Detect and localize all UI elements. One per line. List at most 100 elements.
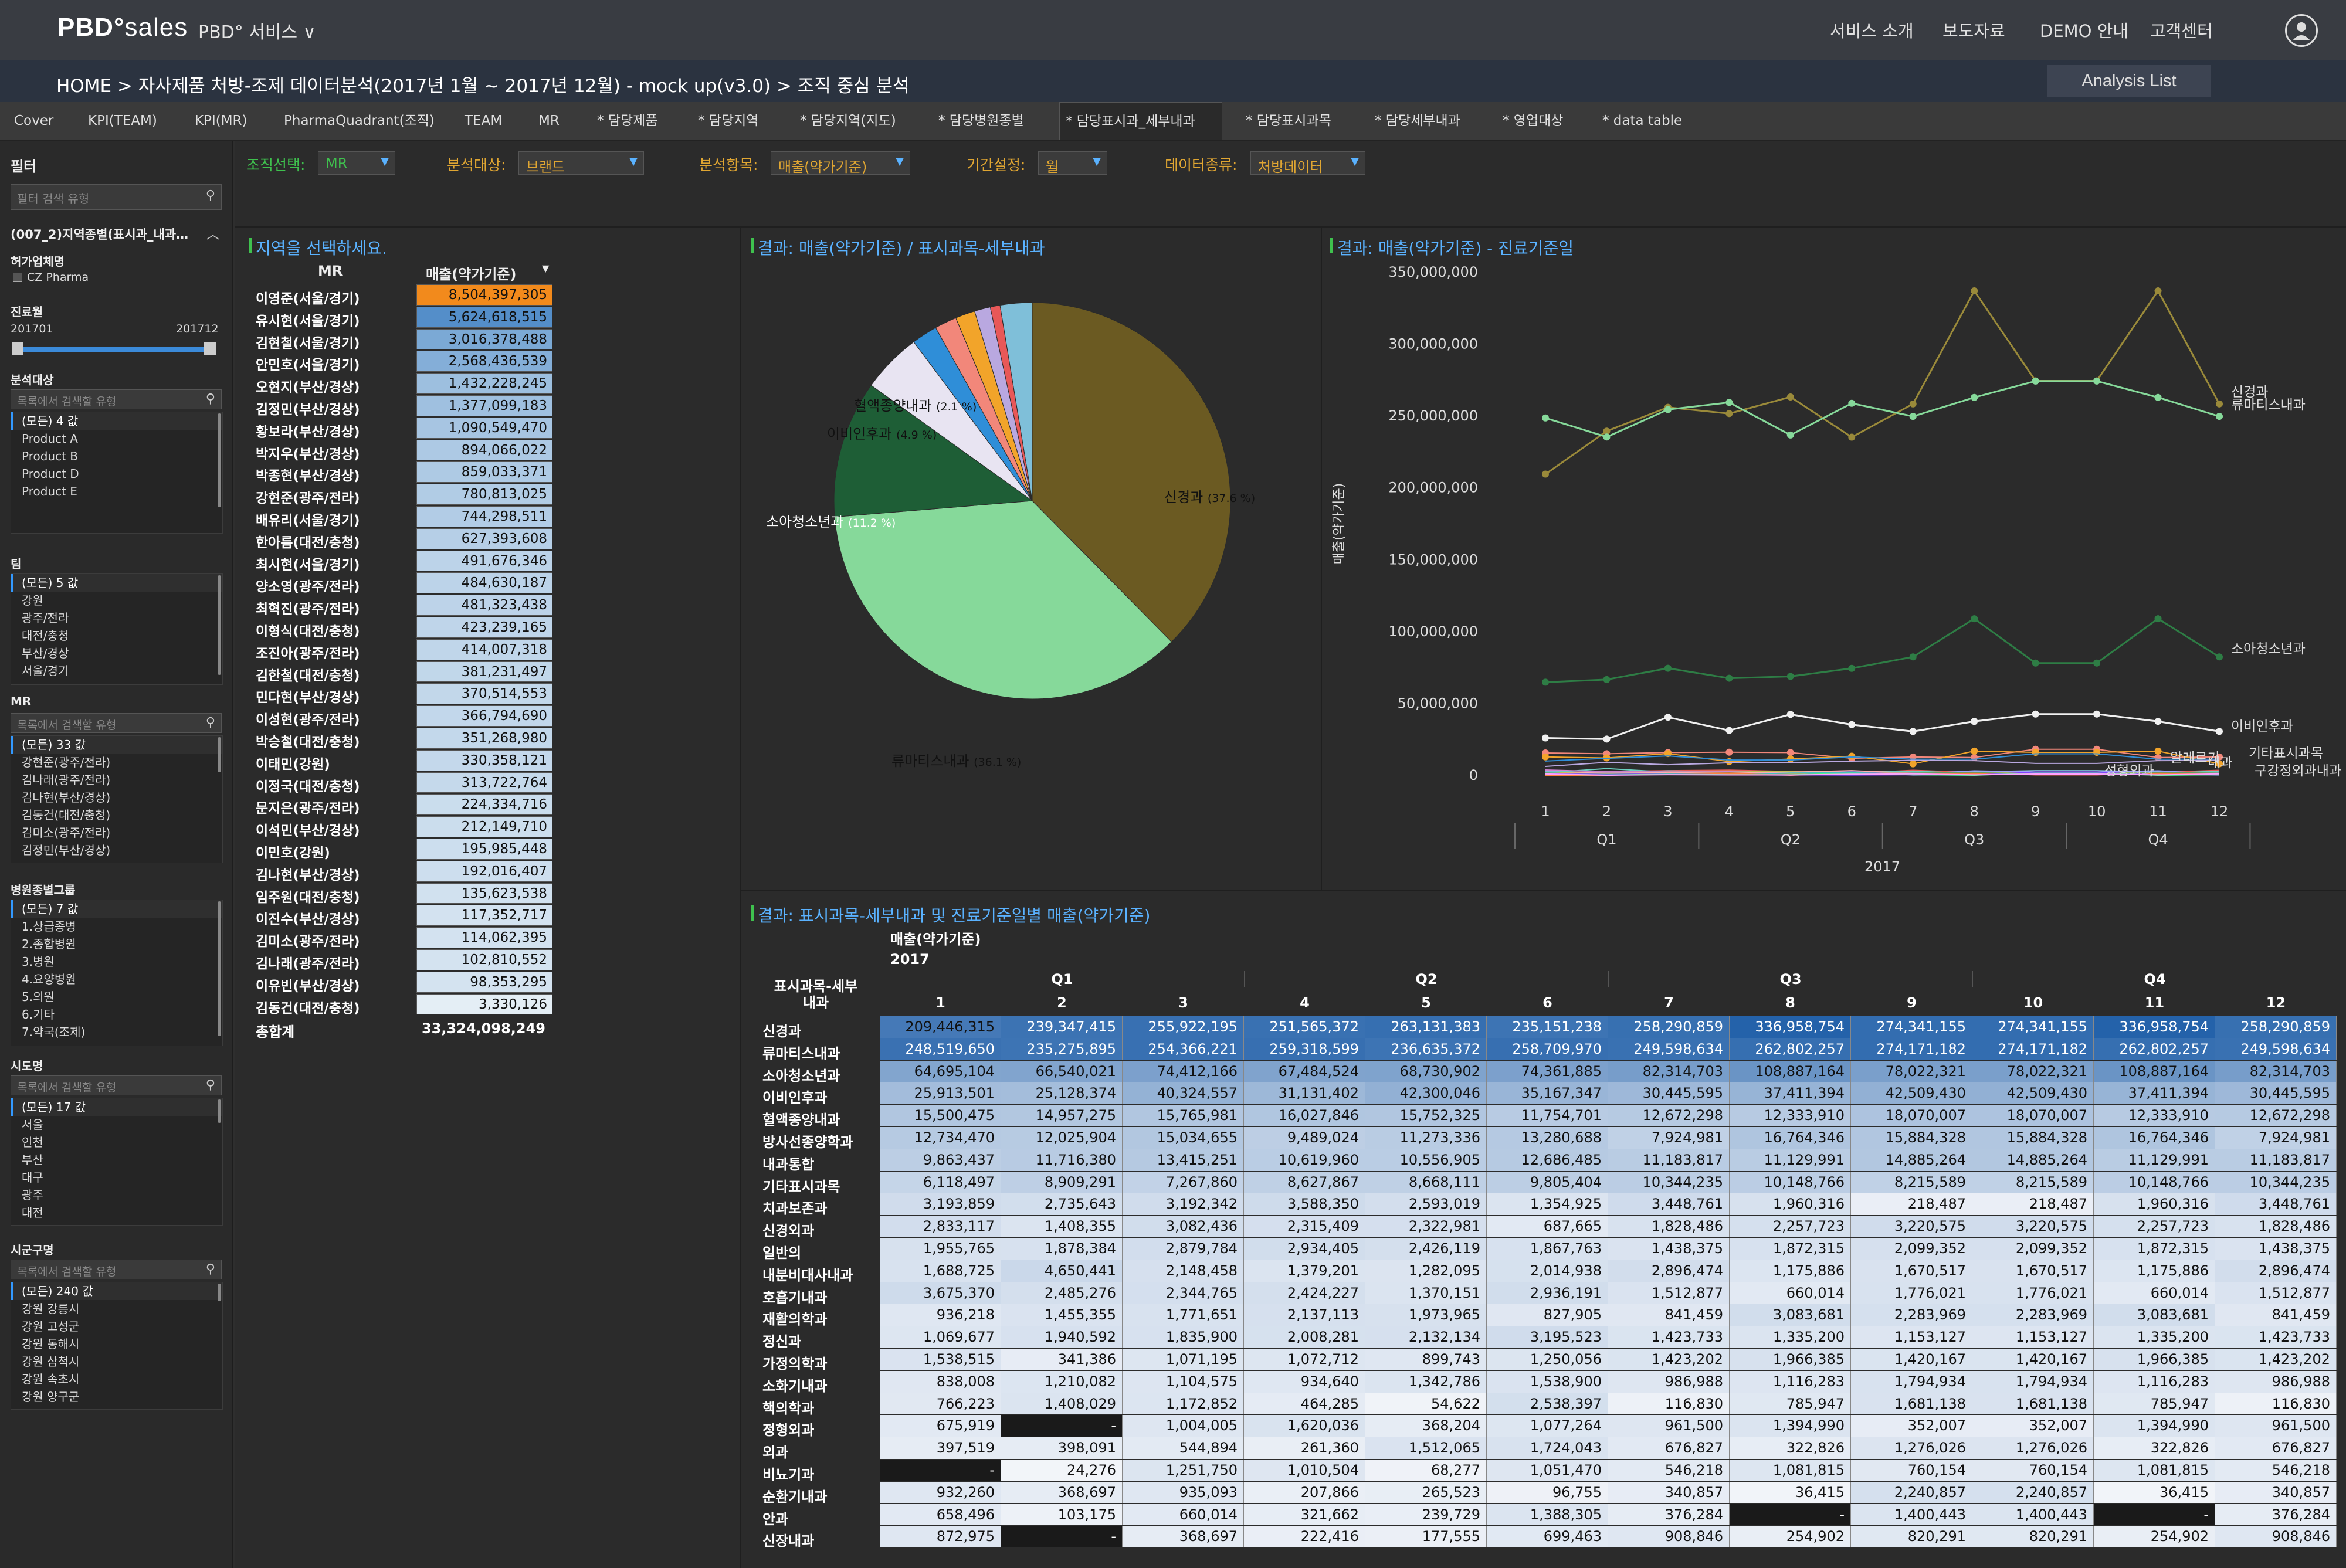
table-cell[interactable]: 1,408,029 bbox=[1001, 1393, 1123, 1415]
table-cell[interactable]: 8,668,111 bbox=[1365, 1171, 1487, 1193]
table-cell[interactable]: 7,924,981 bbox=[2215, 1127, 2337, 1149]
data-point[interactable] bbox=[2032, 749, 2039, 756]
table-cell[interactable]: 687,665 bbox=[1487, 1216, 1608, 1237]
table-cell[interactable]: 368,204 bbox=[1365, 1415, 1487, 1437]
pie-slice[interactable] bbox=[1032, 302, 1231, 643]
mr-name[interactable]: 김나래(광주/전라) bbox=[256, 956, 360, 972]
table-cell[interactable]: 3,083,681 bbox=[1730, 1304, 1851, 1326]
table-cell[interactable]: 2,099,352 bbox=[1851, 1238, 1972, 1260]
mr-table-row[interactable]: 유시현(서울/경기) 5,624,618,515 bbox=[248, 306, 552, 329]
mr-name[interactable]: 조진아(광주/전라) bbox=[256, 646, 360, 661]
table-cell[interactable]: 1,250,056 bbox=[1487, 1349, 1608, 1370]
table-cell[interactable]: 908,846 bbox=[1608, 1526, 1730, 1548]
table-row-label[interactable]: 핵의학과 bbox=[762, 1400, 815, 1417]
search-icon[interactable]: ⚲ bbox=[205, 1078, 215, 1092]
mr-table-row[interactable]: 양소영(광주/전라) 484,630,187 bbox=[248, 572, 552, 595]
mr-table-row[interactable]: 이진수(부산/경상) 117,352,717 bbox=[248, 904, 552, 927]
mr-name[interactable]: 최시현(서울/경기) bbox=[256, 557, 360, 573]
table-cell[interactable]: 3,192,342 bbox=[1123, 1193, 1244, 1216]
list-item[interactable]: 서울/경기 bbox=[22, 664, 69, 678]
table-cell[interactable]: 1,828,486 bbox=[2215, 1216, 2337, 1237]
table-cell[interactable]: 1,512,877 bbox=[2215, 1282, 2337, 1304]
table-cell[interactable]: 3,220,575 bbox=[1972, 1216, 2094, 1237]
mr-sales-value[interactable]: 780,813,025 bbox=[416, 484, 552, 505]
table-cell[interactable]: 368,697 bbox=[1001, 1481, 1123, 1503]
table-cell[interactable]: 1,175,886 bbox=[2094, 1260, 2215, 1282]
table-cell[interactable]: 10,619,960 bbox=[1244, 1149, 1365, 1171]
mr-sales-value[interactable]: 484,630,187 bbox=[416, 572, 552, 594]
table-cell[interactable]: 74,361,885 bbox=[1487, 1060, 1608, 1082]
mr-name[interactable]: 이유빈(부산/경상) bbox=[256, 978, 360, 994]
table-cell[interactable]: 67,484,524 bbox=[1244, 1060, 1365, 1082]
table-cell[interactable]: 2,896,474 bbox=[2215, 1260, 2337, 1282]
data-point[interactable] bbox=[1725, 674, 1733, 682]
table-cell[interactable]: 1,394,990 bbox=[2094, 1415, 2215, 1437]
tab-kpi-team[interactable]: KPI(TEAM) bbox=[88, 113, 157, 128]
mr-sales-value[interactable]: 351,268,980 bbox=[416, 728, 552, 749]
table-cell[interactable]: 820,291 bbox=[1851, 1526, 1972, 1548]
table-cell[interactable]: - bbox=[1001, 1415, 1123, 1437]
data-point[interactable] bbox=[1909, 760, 1917, 768]
table-cell[interactable]: 2,283,969 bbox=[1972, 1304, 2094, 1326]
pie-chart[interactable] bbox=[741, 258, 1321, 885]
mr-table-row[interactable]: 김나현(부산/경상) 192,016,407 bbox=[248, 860, 552, 883]
table-cell[interactable]: 1,867,763 bbox=[1487, 1238, 1608, 1260]
table-cell[interactable]: 2,424,227 bbox=[1244, 1282, 1365, 1304]
table-cell[interactable]: 78,022,321 bbox=[1972, 1060, 2094, 1082]
table-cell[interactable]: 254,902 bbox=[2094, 1526, 2215, 1548]
list-item[interactable]: (모든) 7 값 bbox=[11, 900, 222, 918]
table-cell[interactable]: 1,872,315 bbox=[1730, 1238, 1851, 1260]
table-cell[interactable]: 986,988 bbox=[2215, 1370, 2337, 1393]
data-point[interactable] bbox=[1971, 287, 1978, 294]
mr-sales-value[interactable]: 114,062,395 bbox=[416, 927, 552, 948]
data-point[interactable] bbox=[1786, 673, 1794, 680]
table-cell[interactable]: 1,172,852 bbox=[1123, 1393, 1244, 1415]
mr-name[interactable]: 한아름(대전/충청) bbox=[256, 535, 360, 551]
search-icon[interactable]: ⚲ bbox=[205, 392, 215, 406]
mr-table-row[interactable]: 김미소(광주/전라) 114,062,395 bbox=[248, 926, 552, 949]
table-row-label[interactable]: 안과 bbox=[762, 1511, 789, 1528]
mr-table-row[interactable]: 이유빈(부산/경상) 98,353,295 bbox=[248, 971, 552, 994]
list-item[interactable]: 김동건(대전/충청) bbox=[22, 808, 111, 822]
data-point[interactable] bbox=[1542, 753, 1549, 761]
table-cell[interactable]: 11,129,991 bbox=[2094, 1149, 2215, 1171]
mr-table-row[interactable]: 임주원(대전/충청) 135,623,538 bbox=[248, 883, 552, 905]
table-cell[interactable]: 676,827 bbox=[2215, 1437, 2337, 1459]
table-cell[interactable]: 218,487 bbox=[1972, 1193, 2094, 1216]
table-cell[interactable]: 820,291 bbox=[1972, 1526, 2094, 1548]
table-cell[interactable]: 207,866 bbox=[1244, 1481, 1365, 1503]
scrollbar[interactable] bbox=[218, 413, 221, 507]
table-cell[interactable]: 1,620,036 bbox=[1244, 1415, 1365, 1437]
series-line[interactable] bbox=[1545, 759, 2220, 767]
list-item[interactable]: 김나래(광주/전라) bbox=[22, 773, 111, 787]
tab-team[interactable]: TEAM bbox=[465, 113, 503, 128]
list-item[interactable]: (모든) 33 값 bbox=[11, 736, 222, 754]
table-cell[interactable]: 1,771,651 bbox=[1123, 1304, 1244, 1326]
table-cell[interactable]: 16,764,346 bbox=[1730, 1127, 1851, 1149]
table-cell[interactable]: 1,104,575 bbox=[1123, 1370, 1244, 1393]
table-cell[interactable]: 274,171,182 bbox=[1972, 1038, 2094, 1060]
table-row-label[interactable]: 순환기내과 bbox=[762, 1488, 828, 1505]
mr-name[interactable]: 양소영(광주/전라) bbox=[256, 579, 360, 595]
dropdown-arrow-icon[interactable]: ▼ bbox=[1093, 155, 1101, 168]
table-cell[interactable]: 2,315,409 bbox=[1244, 1216, 1365, 1237]
mr-name[interactable]: 이민호(강원) bbox=[256, 846, 330, 861]
table-cell[interactable]: 54,622 bbox=[1365, 1393, 1487, 1415]
list-item[interactable]: 광주 bbox=[22, 1188, 43, 1202]
table-cell[interactable]: 676,827 bbox=[1608, 1437, 1730, 1459]
table-cell[interactable]: - bbox=[1001, 1526, 1123, 1548]
mr-sales-value[interactable]: 491,676,346 bbox=[416, 550, 552, 572]
table-cell[interactable]: 96,755 bbox=[1487, 1481, 1608, 1503]
mr-name[interactable]: 김나현(부산/경상) bbox=[256, 867, 360, 883]
team-list[interactable]: (모든) 5 값 강원 광주/전라 대전/충청 부산/경상 서울/경기 bbox=[11, 573, 223, 685]
filter-org-select[interactable]: MR ▼ bbox=[318, 151, 395, 175]
table-cell[interactable]: 3,448,761 bbox=[1608, 1193, 1730, 1216]
scrollbar[interactable] bbox=[218, 901, 221, 1036]
mr-table-row[interactable]: 이영준(서울/경기) 8,504,397,305 bbox=[248, 284, 552, 307]
table-cell[interactable]: 352,007 bbox=[1851, 1415, 1972, 1437]
table-row-label[interactable]: 신장내과 bbox=[762, 1533, 815, 1550]
table-cell[interactable]: 1,420,167 bbox=[1851, 1349, 1972, 1370]
list-item[interactable]: (모든) 240 값 bbox=[11, 1282, 222, 1300]
data-point[interactable] bbox=[1603, 735, 1611, 743]
table-cell[interactable]: 322,826 bbox=[1730, 1437, 1851, 1459]
